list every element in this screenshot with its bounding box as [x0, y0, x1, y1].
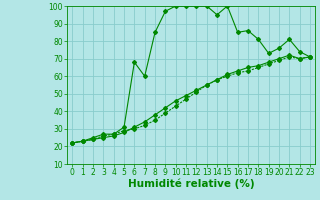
X-axis label: Humidité relative (%): Humidité relative (%) — [128, 179, 254, 189]
